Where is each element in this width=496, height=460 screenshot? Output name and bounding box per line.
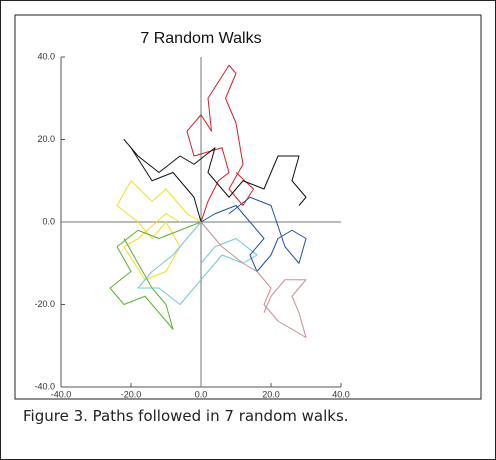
walk-path (200, 196, 307, 272)
y-tick-label: 40.0 (37, 51, 55, 61)
y-tick-label: -20.0 (34, 299, 55, 309)
x-tick-label: 0.0 (195, 389, 208, 399)
walk-path (109, 221, 202, 330)
chart: 7 Random Walks -40.0 -20.0 0.0 20.0 40.0 -40.… (14, 14, 482, 400)
y-tick-label: 20.0 (37, 134, 55, 144)
chart-frame (14, 14, 482, 400)
x-tick-label: 40.0 (332, 389, 350, 399)
chart-title: 7 Random Walks (140, 30, 261, 47)
x-tick-label: -20.0 (121, 389, 142, 399)
y-tick-label: -40.0 (34, 381, 55, 391)
walk-path (123, 139, 307, 223)
x-tick-label: -40.0 (51, 389, 72, 399)
y-tick-label: 0.0 (42, 216, 55, 226)
caption: Figure 3. Paths followed in 7 random wal… (23, 407, 349, 425)
x-tick-label: 20.0 (262, 389, 280, 399)
walk-path (200, 221, 307, 338)
walk-path (186, 64, 254, 223)
walk-path (137, 221, 258, 305)
walk-path (116, 180, 202, 281)
